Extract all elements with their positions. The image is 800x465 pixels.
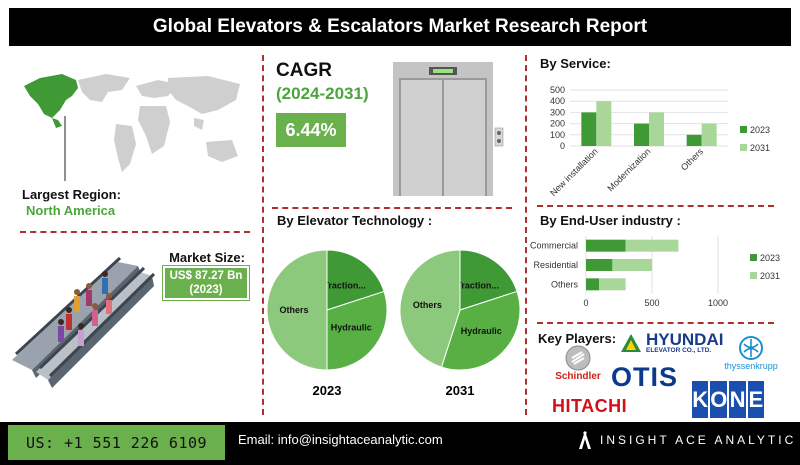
pie-slice-label: Others — [413, 300, 442, 310]
service-title: By Service: — [540, 56, 611, 71]
cagr-value: 6.44% — [276, 113, 346, 147]
pie-slice-0 — [459, 249, 518, 311]
divider-right-h2 — [537, 322, 774, 324]
thyssenkrupp-name: thyssenkrupp — [724, 361, 778, 371]
pie-slice-2 — [266, 249, 328, 371]
service-y-tick: 500 — [550, 85, 565, 95]
end-user-bar-2031 — [612, 259, 652, 271]
end-user-y-tick: Commercial — [530, 241, 578, 251]
schindler-emblem-icon — [565, 345, 591, 371]
world-map-icon — [24, 74, 240, 181]
end-user-legend-label: 2023 — [760, 253, 780, 263]
end-user-title: By End-User industry : — [540, 213, 681, 228]
end-user-bar-2031 — [599, 278, 626, 291]
service-x-tick: New installation — [548, 146, 600, 198]
end-user-x-tick: 1000 — [708, 298, 728, 308]
cagr-period: (2024-2031) — [276, 84, 369, 103]
service-bar-2031 — [701, 123, 717, 146]
kone-letter-o: O — [710, 381, 728, 418]
end-user-bar-2023 — [586, 239, 626, 252]
service-legend-swatch — [740, 126, 747, 133]
service-legend-swatch — [740, 144, 747, 151]
pie-chart-2031: Traction... Hydraulic Others — [399, 249, 521, 371]
end-user-bar-2023 — [586, 259, 613, 271]
market-size-label: Market Size: — [169, 250, 245, 265]
market-size-year: (2023) — [189, 284, 223, 296]
hyundai-sub: ELEVATOR CO., LTD. — [646, 347, 712, 354]
pie-slice-1 — [326, 290, 388, 371]
kone-letter-n: N — [729, 381, 746, 418]
pie-2023-year: 2023 — [313, 383, 342, 398]
otis-logo: OTIS — [611, 362, 679, 392]
service-y-tick: 0 — [560, 141, 565, 151]
thyssenkrupp-emblem-icon — [739, 336, 763, 360]
market-size-value: US$ 87.27 Bn — [169, 270, 243, 282]
service-y-tick: 100 — [550, 130, 565, 140]
escalator-illustration — [12, 256, 156, 388]
kone-letter-e: E — [747, 381, 765, 418]
service-bar-2023 — [581, 112, 597, 146]
pie-slice-1 — [440, 290, 521, 371]
end-user-legend-swatch — [750, 272, 757, 279]
pie-slice-label: Traction... — [323, 281, 366, 291]
elevator-tech-title: By Elevator Technology : — [277, 213, 433, 228]
report-title: Global Elevators & Escalators Market Res… — [9, 8, 791, 46]
key-players-label: Key Players: — [538, 331, 617, 346]
end-user-legend-swatch — [750, 254, 757, 261]
phone-number[interactable]: US: +1 551 226 6109 — [8, 425, 225, 460]
service-y-tick: 200 — [550, 119, 565, 129]
service-x-tick: Others — [679, 146, 706, 173]
end-user-bar-chart: 0 500 1000 Commercial Residential Others 2023… — [530, 236, 780, 308]
thyssenkrupp-logo: thyssenkrupp — [718, 335, 784, 371]
service-bar-2023 — [686, 134, 702, 146]
kone-logo: K O N E — [692, 381, 765, 418]
hyundai-name: HYUNDAI — [646, 330, 724, 349]
divider-mid-h — [272, 207, 512, 209]
end-user-bar-2031 — [625, 239, 679, 252]
hyundai-logo: HYUNDAI ELEVATOR CO., LTD. — [620, 331, 723, 355]
end-user-x-tick: 0 — [583, 298, 588, 308]
end-user-legend-label: 2031 — [760, 271, 780, 281]
divider-left-h — [20, 231, 250, 233]
insight-ace-logo-icon — [579, 431, 591, 449]
cagr-label: CAGR — [276, 60, 332, 81]
pie-2031-year: 2031 — [446, 383, 475, 398]
service-x-tick: Modernization — [605, 146, 652, 193]
kone-letter-k: K — [692, 381, 709, 418]
largest-region-value: North America — [26, 203, 116, 218]
service-y-tick: 400 — [550, 96, 565, 106]
elevator-illustration — [393, 62, 504, 196]
hitachi-logo: HITACHI — [552, 396, 628, 416]
market-size-box: US$ 87.27 Bn (2023) — [162, 265, 250, 301]
hyundai-triangle-icon — [621, 333, 641, 352]
divider-right-h1 — [537, 205, 774, 207]
pie-slice-label: Others — [279, 305, 308, 315]
pie-slice-label: Traction... — [456, 281, 499, 291]
pie-slice-label: Hydraulic — [331, 323, 372, 333]
schindler-name: Schindler — [555, 371, 601, 382]
service-legend-label: 2031 — [750, 143, 770, 153]
schindler-logo: Schindler — [548, 345, 608, 382]
service-bar-2023 — [634, 123, 649, 146]
service-bar-2031 — [649, 112, 664, 146]
pie-slice-label: Hydraulic — [461, 326, 502, 336]
largest-region-label: Largest Region: — [22, 187, 121, 202]
service-legend-label: 2023 — [750, 125, 770, 135]
divider-right — [525, 55, 527, 415]
brand-name: INSIGHT ACE ANALYTIC — [600, 433, 797, 447]
elevator-tech-pies: Traction... Hydraulic Others Traction... Hy… — [266, 249, 521, 398]
end-user-x-tick: 500 — [644, 298, 659, 308]
email-link[interactable]: Email: info@insightaceanalytic.com — [238, 432, 443, 447]
end-user-y-tick: Residential — [533, 260, 578, 270]
pie-chart-2023: Traction... Hydraulic Others — [266, 249, 388, 371]
pie-slice-2 — [399, 249, 461, 368]
brand: INSIGHT ACE ANALYTIC — [578, 430, 796, 450]
service-bar-2031 — [596, 101, 612, 146]
pie-slice-0 — [326, 249, 385, 311]
service-y-tick: 300 — [550, 107, 565, 117]
end-user-bar-2023 — [586, 278, 600, 291]
end-user-y-tick: Others — [551, 279, 579, 289]
divider-left — [262, 55, 264, 415]
